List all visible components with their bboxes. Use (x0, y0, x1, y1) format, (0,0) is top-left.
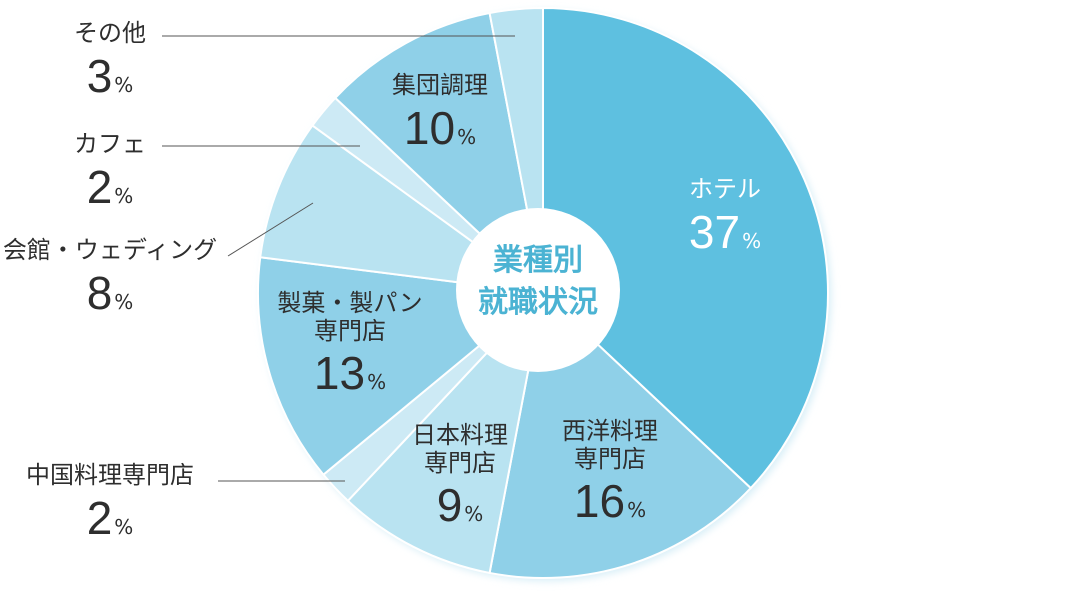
pie-slice (542, 6, 829, 490)
slice-category: 専門店 (424, 448, 496, 477)
slice-value-unit: % (114, 514, 134, 539)
slice-label: 西洋料理 専門店 16% (530, 417, 690, 528)
slice-category: 西洋料理 (562, 417, 658, 445)
slice-value-unit: % (627, 498, 647, 523)
slice-value: 9% (380, 479, 540, 532)
slice-label: 集団調理 10% (350, 71, 530, 155)
slice-value-unit: % (457, 124, 477, 149)
slice-value-number: 8 (86, 266, 113, 319)
center-title-line-1: 業種別 (493, 243, 583, 278)
slice-category: 日本料理 (412, 421, 508, 449)
center-title: 業種別 就職状況 (438, 240, 638, 324)
slice-value: 16% (530, 475, 690, 528)
pie-slice (346, 289, 545, 575)
slice-value-unit: % (114, 289, 134, 314)
slice-category: 専門店 (574, 444, 646, 473)
slice-category: ホテル (689, 175, 761, 203)
slice-category: 中国料理専門店 (26, 461, 194, 489)
slice-value-number: 37 (688, 205, 741, 258)
leader-line (227, 202, 314, 257)
slice-label: その他 3% (40, 19, 180, 103)
slice-category: 製菓・製パン (277, 289, 423, 317)
slice-value-unit: % (367, 370, 387, 395)
slice-label: 日本料理 専門店 9% (380, 421, 540, 532)
slice-value: 3% (40, 50, 180, 103)
slice-category: カフェ (74, 130, 146, 158)
leader-lines (162, 35, 515, 482)
slice-value: 2% (5, 492, 215, 545)
slice-label: ホテル 37% (625, 175, 825, 259)
slice-category: 専門店 (314, 316, 386, 345)
slice-value: 13% (250, 347, 450, 400)
slice-value-unit: % (464, 502, 484, 527)
center-title-line-2: 就職状況 (478, 285, 598, 320)
slice-value: 10% (350, 102, 530, 155)
slice-value-number: 13 (313, 347, 366, 400)
slice-value: 2% (40, 161, 180, 214)
slice-value-number: 9 (436, 479, 463, 532)
slice-category: 集団調理 (392, 71, 488, 99)
slice-label: 製菓・製パン 専門店 13% (250, 289, 450, 400)
slice-value-number: 16 (573, 475, 626, 528)
slice-value-number: 10 (403, 101, 456, 154)
slice-value-unit: % (114, 183, 134, 208)
slice-value: 37% (625, 206, 825, 259)
slice-value-number: 3 (86, 49, 113, 102)
slice-value-number: 2 (86, 491, 113, 544)
slice-value-unit: % (742, 228, 762, 253)
slice-category: 会館・ウェディング (2, 236, 218, 264)
donut-hole (456, 208, 620, 372)
slice-label: 会館・ウェディング 8% (0, 236, 220, 320)
slice-label: 中国料理専門店 2% (5, 461, 215, 545)
slice-category: その他 (74, 19, 146, 47)
slice-value: 8% (0, 267, 220, 320)
slice-value-number: 2 (86, 160, 113, 213)
slice-label: カフェ 2% (40, 130, 180, 214)
slice-value-unit: % (114, 72, 134, 97)
